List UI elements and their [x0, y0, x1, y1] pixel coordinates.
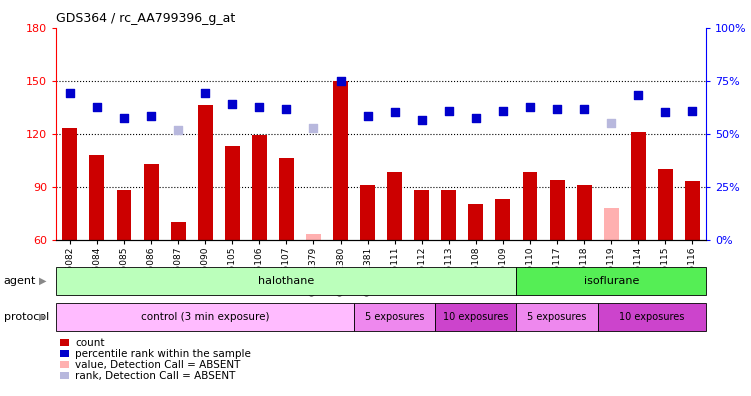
Text: GDS364 / rc_AA799396_g_at: GDS364 / rc_AA799396_g_at [56, 12, 236, 25]
Point [307, 125, 319, 131]
Point [253, 104, 265, 110]
Point [686, 108, 698, 114]
Point [118, 114, 130, 121]
Bar [62, 128, 77, 240]
Point [361, 113, 373, 119]
Text: halothane: halothane [258, 276, 315, 286]
Text: value, Detection Call = ABSENT: value, Detection Call = ABSENT [75, 360, 240, 370]
Point [470, 114, 482, 121]
Bar [89, 155, 104, 240]
Point [443, 108, 455, 114]
Bar [604, 208, 619, 240]
Point [226, 101, 238, 107]
Bar [198, 105, 213, 240]
Text: 10 exposures: 10 exposures [443, 312, 508, 322]
Text: 10 exposures: 10 exposures [619, 312, 684, 322]
Bar [442, 190, 457, 240]
Bar [550, 179, 565, 240]
Point [334, 78, 346, 84]
Point [172, 127, 184, 133]
Text: count: count [75, 337, 104, 348]
Point [551, 106, 563, 112]
Text: rank, Detection Call = ABSENT: rank, Detection Call = ABSENT [75, 371, 236, 381]
Text: percentile rank within the sample: percentile rank within the sample [75, 348, 251, 359]
Point [416, 116, 428, 123]
Point [64, 90, 76, 96]
Text: ▶: ▶ [39, 276, 47, 286]
Text: 5 exposures: 5 exposures [365, 312, 424, 322]
Bar [631, 132, 646, 240]
Bar [333, 81, 348, 240]
Bar [279, 158, 294, 240]
Text: control (3 min exposure): control (3 min exposure) [141, 312, 270, 322]
Bar [436, 303, 517, 331]
Bar [517, 267, 706, 295]
Point [91, 104, 103, 110]
Bar [469, 204, 484, 240]
Point [659, 109, 671, 116]
Bar [598, 303, 706, 331]
Bar [360, 185, 375, 240]
Bar [56, 303, 354, 331]
Bar [116, 190, 131, 240]
Bar [685, 181, 700, 240]
Bar [496, 199, 511, 240]
Bar [56, 267, 517, 295]
Text: ▶: ▶ [39, 312, 47, 322]
Point [605, 120, 617, 126]
Bar [577, 185, 592, 240]
Bar [225, 146, 240, 240]
Point [578, 106, 590, 112]
Point [145, 113, 157, 119]
Text: protocol: protocol [4, 312, 49, 322]
Bar [306, 234, 321, 240]
Bar [517, 303, 598, 331]
Point [389, 109, 401, 116]
Point [199, 90, 211, 96]
Text: isoflurane: isoflurane [584, 276, 639, 286]
Bar [388, 173, 402, 240]
Bar [354, 303, 436, 331]
Bar [415, 190, 429, 240]
Text: agent: agent [4, 276, 36, 286]
Bar [523, 173, 538, 240]
Text: 5 exposures: 5 exposures [527, 312, 587, 322]
Point [524, 104, 536, 110]
Point [280, 106, 292, 112]
Bar [658, 169, 673, 240]
Bar [143, 164, 158, 240]
Point [497, 108, 509, 114]
Bar [170, 222, 185, 240]
Bar [252, 135, 267, 240]
Point [632, 91, 644, 98]
